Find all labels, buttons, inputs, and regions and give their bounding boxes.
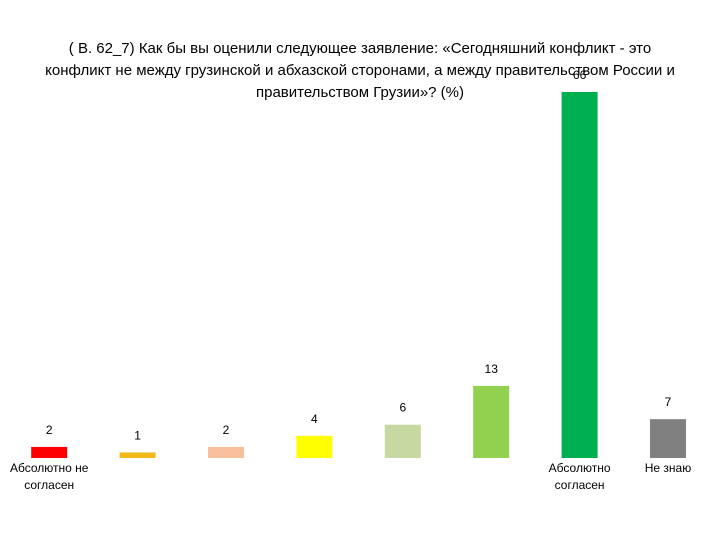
bar-1 xyxy=(31,446,68,458)
bar-4 xyxy=(296,435,333,458)
bar-7 xyxy=(561,92,598,458)
bar-6 xyxy=(473,385,510,458)
value-label-6: 13 xyxy=(485,362,499,376)
category-label-8-line-1: Не знаю xyxy=(645,461,691,475)
bar-8 xyxy=(650,419,686,458)
value-label-2: 1 xyxy=(134,428,141,442)
category-label-7-line-2: согласен xyxy=(555,478,605,492)
bar-2 xyxy=(119,452,156,458)
value-label-8: 7 xyxy=(665,395,672,409)
bar-3 xyxy=(208,446,244,458)
chart-title: ( В. 62_7) Как бы вы оценили следующее з… xyxy=(45,40,675,101)
value-label-4: 4 xyxy=(311,412,318,426)
category-label-7-line-1: Абсолютно xyxy=(549,461,611,475)
value-label-3: 2 xyxy=(223,423,230,437)
value-label-7: 66 xyxy=(573,68,587,82)
value-label-5: 6 xyxy=(399,401,406,415)
category-label-1-line-1: Абсолютно не xyxy=(10,461,89,475)
category-label-1-line-2: согласен xyxy=(24,478,74,492)
bar-5 xyxy=(384,424,421,458)
value-label-1: 2 xyxy=(46,423,53,437)
